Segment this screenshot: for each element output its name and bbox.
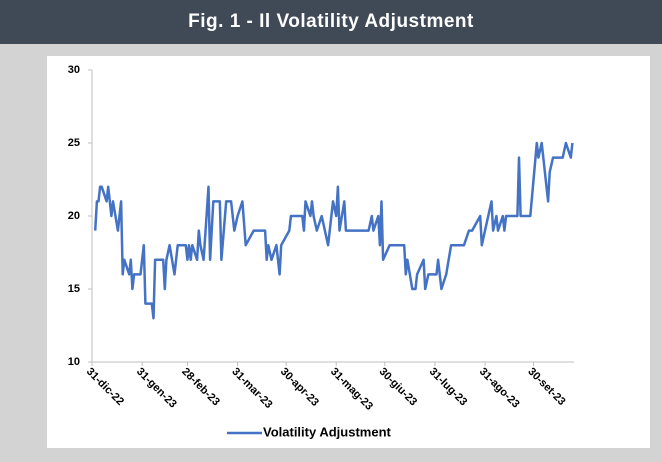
y-tick-label: 20 (68, 210, 80, 222)
legend-label: Volatility Adjustment (263, 424, 392, 439)
y-tick-label: 25 (68, 137, 80, 149)
chart-area (47, 56, 650, 448)
y-tick-label: 15 (68, 283, 80, 295)
series-line (93, 141, 574, 320)
y-tick-label: 30 (68, 64, 80, 76)
y-tick-label: 10 (68, 356, 80, 368)
chart-title: Fig. 1 - Il Volatility Adjustment (0, 0, 662, 44)
